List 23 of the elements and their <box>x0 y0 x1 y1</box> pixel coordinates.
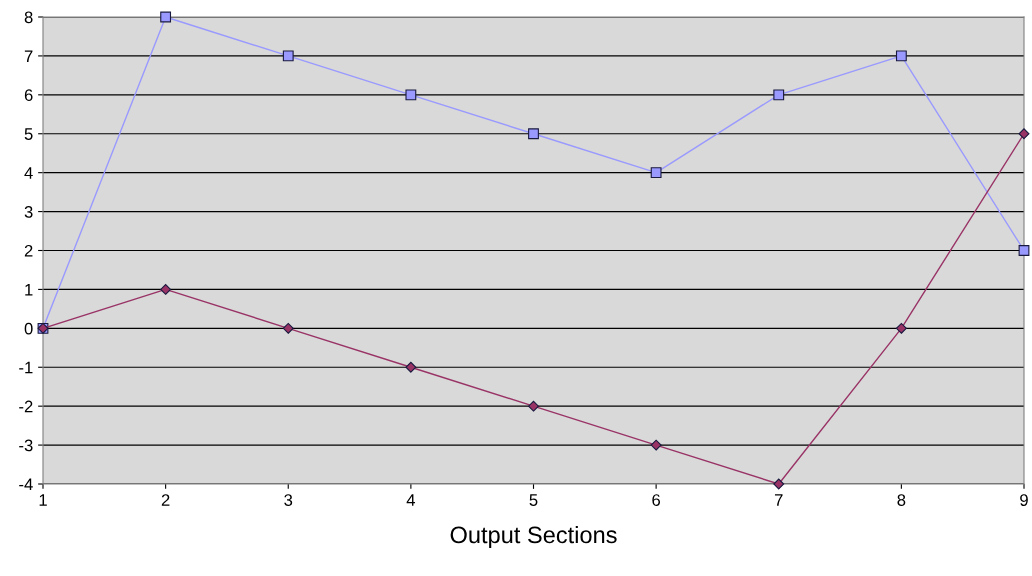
x-tick-label: 3 <box>284 494 293 506</box>
y-tick-label: 7 <box>24 50 33 62</box>
y-tick-label: 3 <box>24 205 33 218</box>
y-tick-label: 8 <box>24 11 33 24</box>
y-tick-label: 4 <box>24 167 33 179</box>
y-tick-label: 6 <box>24 89 33 102</box>
y-tick-label: 5 <box>24 128 33 140</box>
x-axis-title: Output Sections <box>450 525 617 548</box>
x-tick-label: 1 <box>39 494 47 506</box>
x-tick-label: 7 <box>774 494 783 506</box>
y-tick-label: -3 <box>19 439 33 452</box>
y-tick-label: 1 <box>25 283 33 296</box>
x-tick-label: 2 <box>161 494 170 506</box>
y-tick-label: 0 <box>24 322 33 335</box>
x-tick-label: 9 <box>1020 494 1028 506</box>
y-tick-label: -2 <box>19 400 33 413</box>
y-tick-label: -4 <box>19 478 33 491</box>
x-tick-label: 6 <box>652 494 661 506</box>
y-tick-label: -1 <box>19 361 33 374</box>
x-tick-label: 4 <box>406 494 416 506</box>
x-tick-label: 8 <box>897 494 906 506</box>
x-tick-label: 5 <box>529 494 538 506</box>
y-tick-label: 2 <box>24 244 33 257</box>
